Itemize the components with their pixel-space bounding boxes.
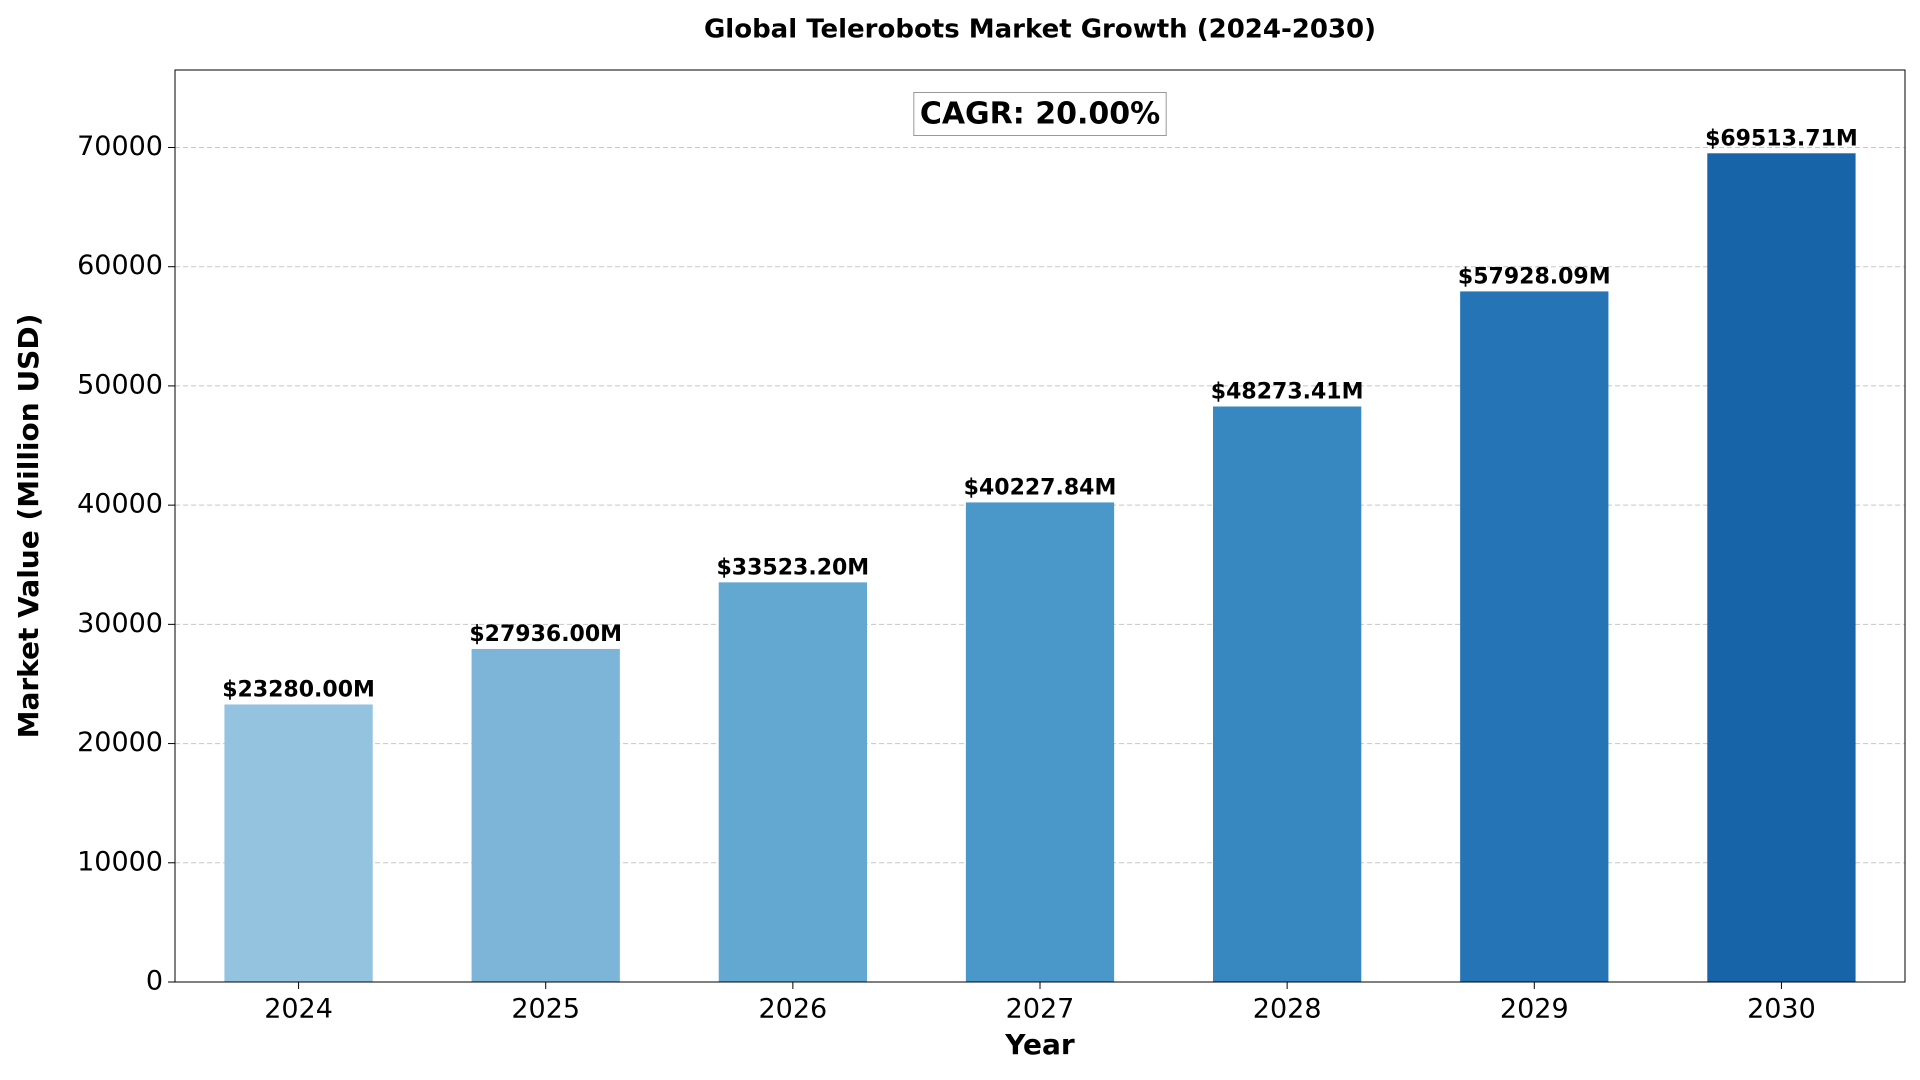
- bar: [224, 704, 373, 982]
- bar: [1213, 406, 1362, 982]
- x-axis-label: Year: [1004, 1028, 1075, 1061]
- annotation: CAGR: 20.00%: [920, 97, 1160, 132]
- y-tick-label: 0: [146, 966, 163, 997]
- x-tick-label: 2024: [264, 994, 333, 1025]
- x-tick-label: 2029: [1500, 994, 1569, 1025]
- value-label: $33523.20M: [716, 555, 869, 580]
- bar: [471, 648, 620, 982]
- bar: [1460, 291, 1609, 982]
- x-tick-label: 2027: [1006, 994, 1075, 1025]
- y-tick-label: 30000: [77, 608, 163, 639]
- y-tick-label: 10000: [77, 846, 163, 877]
- x-tick-label: 2026: [758, 994, 827, 1025]
- y-tick-label: 40000: [77, 489, 163, 520]
- annotation-box: [913, 92, 1167, 136]
- y-axis-label: Market Value (Million USD): [12, 314, 45, 739]
- x-tick-label: 2025: [511, 994, 580, 1025]
- value-label: $40227.84M: [964, 475, 1117, 500]
- value-label: $27936.00M: [469, 622, 622, 647]
- y-tick-label: 70000: [77, 131, 163, 162]
- value-label: $69513.71M: [1705, 126, 1858, 151]
- x-tick-label: 2030: [1747, 994, 1816, 1025]
- y-tick-label: 20000: [77, 727, 163, 758]
- plot-frame: [174, 69, 1906, 983]
- bar: [965, 502, 1115, 982]
- value-label: $57928.09M: [1458, 264, 1611, 289]
- value-label: $23280.00M: [222, 677, 375, 702]
- chart-title: Global Telerobots Market Growth (2024-20…: [704, 15, 1376, 45]
- y-tick-label: 50000: [77, 369, 163, 400]
- bar: [1707, 153, 1856, 982]
- y-tick-label: 60000: [77, 250, 163, 281]
- bar: [718, 582, 867, 982]
- x-tick-label: 2028: [1253, 994, 1322, 1025]
- value-label: $48273.41M: [1211, 380, 1364, 405]
